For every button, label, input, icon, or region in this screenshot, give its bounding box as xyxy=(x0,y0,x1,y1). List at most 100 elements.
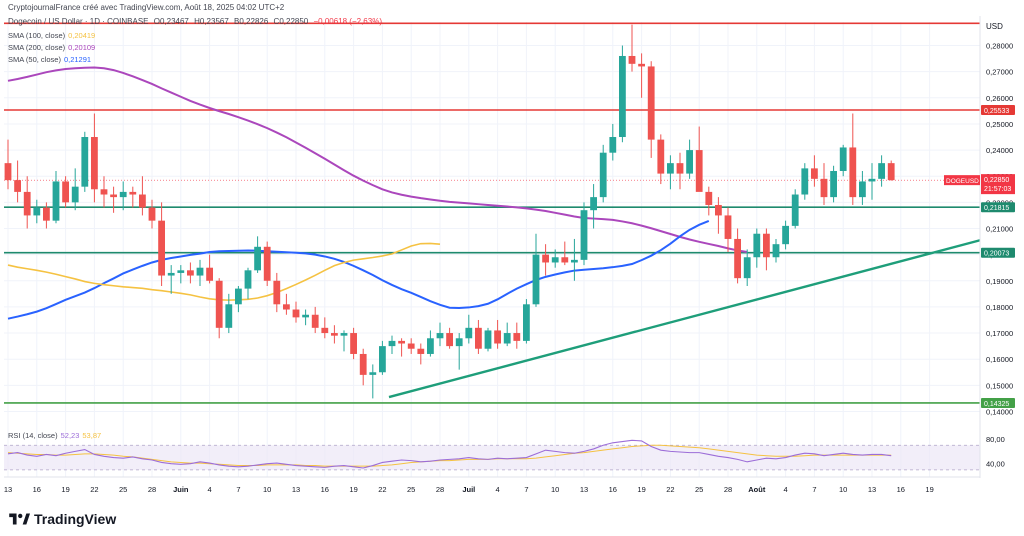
symbol-tag: DOGEUSD xyxy=(946,178,979,185)
candle-body xyxy=(523,304,530,341)
x-tick-label: 28 xyxy=(724,485,732,494)
candle-body xyxy=(791,194,799,226)
rsi-legend[interactable]: RSI (14, close) 52,23 53,87 xyxy=(8,431,101,440)
last-price-bg xyxy=(981,174,1015,195)
x-tick-label: 7 xyxy=(524,485,528,494)
candle-body xyxy=(206,267,213,281)
y-tick-label: 0,18000 xyxy=(986,303,1013,312)
candle-body xyxy=(686,150,693,174)
rsi-ma-value: 53,87 xyxy=(82,431,102,440)
indicator-value: 0,21291 xyxy=(63,55,92,64)
candle-body xyxy=(830,170,837,198)
candle-body xyxy=(580,210,588,260)
ohlc-change: −0,00618 (−2,63%) xyxy=(313,17,382,26)
candle-body xyxy=(628,55,636,64)
rsi-tick-label: 80,00 xyxy=(986,435,1005,444)
x-tick-label: 22 xyxy=(90,485,98,494)
indicator-sma100[interactable]: SMA (100, close) 0,20419 xyxy=(8,31,95,40)
x-tick-label: 22 xyxy=(666,485,674,494)
candle-body xyxy=(638,63,645,67)
indicator-sma50[interactable]: SMA (50, close) 0,21291 xyxy=(8,55,91,64)
candle-body xyxy=(14,180,21,192)
ohlc-close: C0,22850 xyxy=(273,17,309,26)
x-tick-label: 4 xyxy=(784,485,788,494)
x-tick-label: 10 xyxy=(551,485,559,494)
candle-body xyxy=(311,314,319,328)
candle-body xyxy=(235,288,242,305)
x-tick-label: 13 xyxy=(4,485,12,494)
candle-body xyxy=(503,333,511,344)
candle-body xyxy=(215,280,223,328)
chart-header: CryptojournalFrance créé avec TradingVie… xyxy=(8,3,287,12)
candle-body xyxy=(167,272,175,276)
indicator-sma200[interactable]: SMA (200, close) 0,20109 xyxy=(8,43,95,52)
symbol-name[interactable]: Dogecoin / US Dollar · 1D · COINBASE xyxy=(8,17,149,26)
candle-body xyxy=(494,330,501,344)
x-tick-label: 19 xyxy=(637,485,645,494)
candle-body xyxy=(772,244,780,258)
support-trendline xyxy=(388,239,981,399)
candle-body xyxy=(331,333,338,336)
candle-body xyxy=(609,137,617,153)
rsi-band xyxy=(4,444,980,471)
y-tick-label: 0,21000 xyxy=(986,224,1013,233)
candle-body xyxy=(820,178,828,198)
candle-body xyxy=(465,327,473,339)
rsi-line xyxy=(7,439,892,469)
candle-body xyxy=(196,267,204,276)
indicator-label: SMA (50, close) xyxy=(8,55,61,64)
candle-body xyxy=(129,191,137,195)
x-tick-label: 25 xyxy=(695,485,703,494)
candle-body xyxy=(369,372,377,375)
candle-body xyxy=(657,139,665,174)
candle-body xyxy=(119,191,127,198)
price-tag-bg xyxy=(981,247,1015,258)
x-tick-label: 16 xyxy=(321,485,329,494)
candle-body xyxy=(148,207,156,221)
x-tick-label: 25 xyxy=(407,485,415,494)
candle-body xyxy=(436,333,444,339)
candle-body xyxy=(590,197,597,211)
countdown: 21:57:03 xyxy=(984,186,1011,193)
candle-body xyxy=(139,194,146,208)
candle-body xyxy=(427,338,434,354)
x-tick-label: 10 xyxy=(839,485,847,494)
candle-body xyxy=(91,137,98,190)
y-tick-label: 0,27000 xyxy=(986,68,1013,77)
candle-body xyxy=(398,340,405,344)
candle-body xyxy=(359,353,367,375)
candle-body xyxy=(158,220,165,276)
last-price-value: 0,22850 xyxy=(984,177,1009,184)
x-tick-label: 4 xyxy=(208,485,212,494)
price-tag-label: 0,20073 xyxy=(984,251,1009,258)
candle-body xyxy=(532,254,540,305)
candle-body xyxy=(561,257,569,263)
candle-body xyxy=(417,348,425,354)
candle-body xyxy=(43,207,50,221)
x-tick-label: 7 xyxy=(236,485,240,494)
candle-body xyxy=(379,346,386,373)
candle-body xyxy=(619,55,626,138)
candle-body xyxy=(4,163,12,181)
y-tick-label: 0,15000 xyxy=(986,381,1013,390)
x-tick-label: 16 xyxy=(897,485,905,494)
created-by: CryptojournalFrance créé avec TradingVie… xyxy=(8,3,285,12)
candle-body xyxy=(763,233,770,258)
candle-body xyxy=(782,225,789,245)
moving-averages xyxy=(7,66,748,320)
trendline xyxy=(388,239,981,399)
x-tick-label: 13 xyxy=(292,485,300,494)
candle-body xyxy=(71,186,79,203)
x-tick-label: 7 xyxy=(812,485,816,494)
x-tick-label: 19 xyxy=(925,485,933,494)
candle-body xyxy=(753,233,761,258)
candles xyxy=(4,24,895,399)
y-tick-label: 0,17000 xyxy=(986,329,1013,338)
tradingview-logo[interactable]: TradingView xyxy=(8,511,116,527)
time-axis: 13 16 19 22 25 28 Juin 4 7 10 13 16 19 22 25 28 Juil 4 7 10… xyxy=(4,485,934,494)
candle-body xyxy=(110,194,117,198)
y-tick-label: 0,14000 xyxy=(986,407,1013,416)
candle-body xyxy=(571,259,578,263)
y-tick-label: 0,25000 xyxy=(986,120,1013,129)
